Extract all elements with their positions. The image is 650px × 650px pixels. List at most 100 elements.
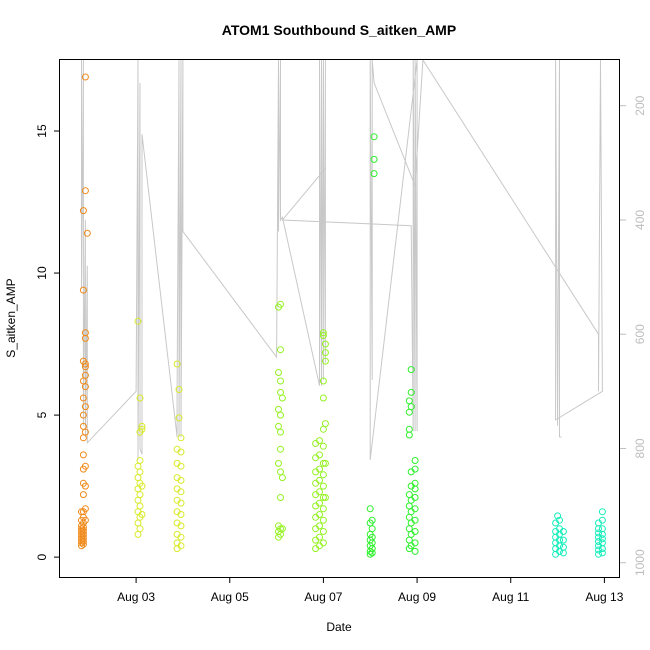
data-point <box>319 377 327 385</box>
data-point <box>177 542 185 550</box>
series-4 <box>552 508 606 558</box>
data-point <box>277 411 284 419</box>
data-point <box>275 405 282 413</box>
data-point <box>595 529 602 537</box>
data-point <box>316 465 323 473</box>
x-axis: Aug 03 Aug 05 Aug 07 Aug 09 Aug 11 Aug 13 <box>117 577 624 604</box>
data-point <box>177 434 185 442</box>
data-point <box>405 513 413 521</box>
data-point <box>134 474 142 482</box>
data-point <box>316 522 323 530</box>
data-point <box>559 543 567 551</box>
data-point <box>316 488 323 496</box>
data-point <box>277 377 284 385</box>
data-point <box>177 462 185 470</box>
y-axis: 0 5 10 15 <box>35 124 60 560</box>
data-point <box>136 394 144 402</box>
data-point <box>559 528 567 535</box>
data-point <box>405 408 413 416</box>
data-point <box>277 388 284 396</box>
data-point <box>411 457 419 464</box>
data-point <box>81 462 89 470</box>
data-point <box>277 494 284 501</box>
data-point <box>405 397 413 405</box>
data-point <box>79 207 87 215</box>
data-point <box>177 511 185 518</box>
y-tick-label: 5 <box>35 411 49 418</box>
data-point <box>81 505 89 513</box>
data-point <box>405 425 413 433</box>
data-point <box>81 329 89 337</box>
data-point <box>81 360 89 368</box>
data-point <box>319 332 327 339</box>
data-point <box>79 434 87 442</box>
data-point <box>411 539 419 547</box>
data-point <box>175 414 183 422</box>
data-point <box>277 468 284 476</box>
data-point <box>79 491 87 499</box>
data-point <box>411 547 419 555</box>
data-point <box>411 494 419 501</box>
data-point <box>134 496 142 504</box>
data-point <box>319 516 327 524</box>
data-point <box>79 411 87 419</box>
data-point <box>407 403 415 411</box>
data-point <box>138 482 146 490</box>
x-tick-label: Aug 09 <box>398 590 436 604</box>
series-2 <box>275 300 329 553</box>
x-tick-label: Aug 13 <box>585 590 623 604</box>
data-point <box>79 286 87 294</box>
series-0 <box>78 73 91 550</box>
data-point <box>368 533 376 541</box>
data-point <box>136 491 144 499</box>
y2-tick-label: 800 <box>633 438 647 458</box>
data-point <box>598 516 606 524</box>
data-point <box>598 539 606 547</box>
x-tick-label: Aug 11 <box>492 590 529 604</box>
data-point <box>177 533 185 541</box>
data-point <box>81 403 89 411</box>
y-axis-label: S_aitken_AMP <box>4 278 18 357</box>
data-point <box>366 505 374 513</box>
data-point <box>321 357 329 365</box>
data-point <box>277 300 284 308</box>
x-tick-label: Aug 03 <box>117 590 155 604</box>
y-tick-label: 15 <box>35 124 49 138</box>
data-point <box>277 445 284 453</box>
data-point <box>136 525 144 533</box>
data-point <box>405 525 413 533</box>
data-point <box>81 363 89 371</box>
data-point <box>81 482 89 490</box>
data-point <box>138 511 146 518</box>
data-point <box>595 550 602 558</box>
series-1 <box>134 317 185 553</box>
data-point <box>316 533 323 541</box>
points-layer <box>78 73 606 558</box>
data-point <box>405 536 413 544</box>
y-tick-label: 0 <box>35 553 49 560</box>
data-point <box>316 476 323 484</box>
data-point <box>278 474 286 482</box>
y2-axis: 200 400 600 800 1000 <box>620 95 647 576</box>
data-point <box>411 516 419 524</box>
data-point <box>316 437 323 445</box>
x-tick-label: Aug 07 <box>304 590 342 604</box>
data-point <box>598 525 606 533</box>
data-point <box>368 549 376 557</box>
data-point <box>368 516 376 524</box>
x-axis-label: Date <box>326 620 352 634</box>
data-point <box>275 422 282 430</box>
data-point <box>134 530 142 538</box>
data-point <box>368 525 376 533</box>
data-point <box>81 383 89 391</box>
data-point <box>277 346 284 354</box>
data-point <box>370 133 378 141</box>
series-3 <box>366 133 419 558</box>
data-point <box>411 528 419 535</box>
data-point <box>134 317 142 325</box>
data-point <box>319 394 327 402</box>
data-point <box>598 535 606 543</box>
data-point <box>319 505 327 513</box>
data-point <box>405 502 413 510</box>
